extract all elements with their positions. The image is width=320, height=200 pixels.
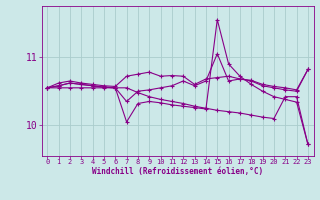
X-axis label: Windchill (Refroidissement éolien,°C): Windchill (Refroidissement éolien,°C) [92, 167, 263, 176]
